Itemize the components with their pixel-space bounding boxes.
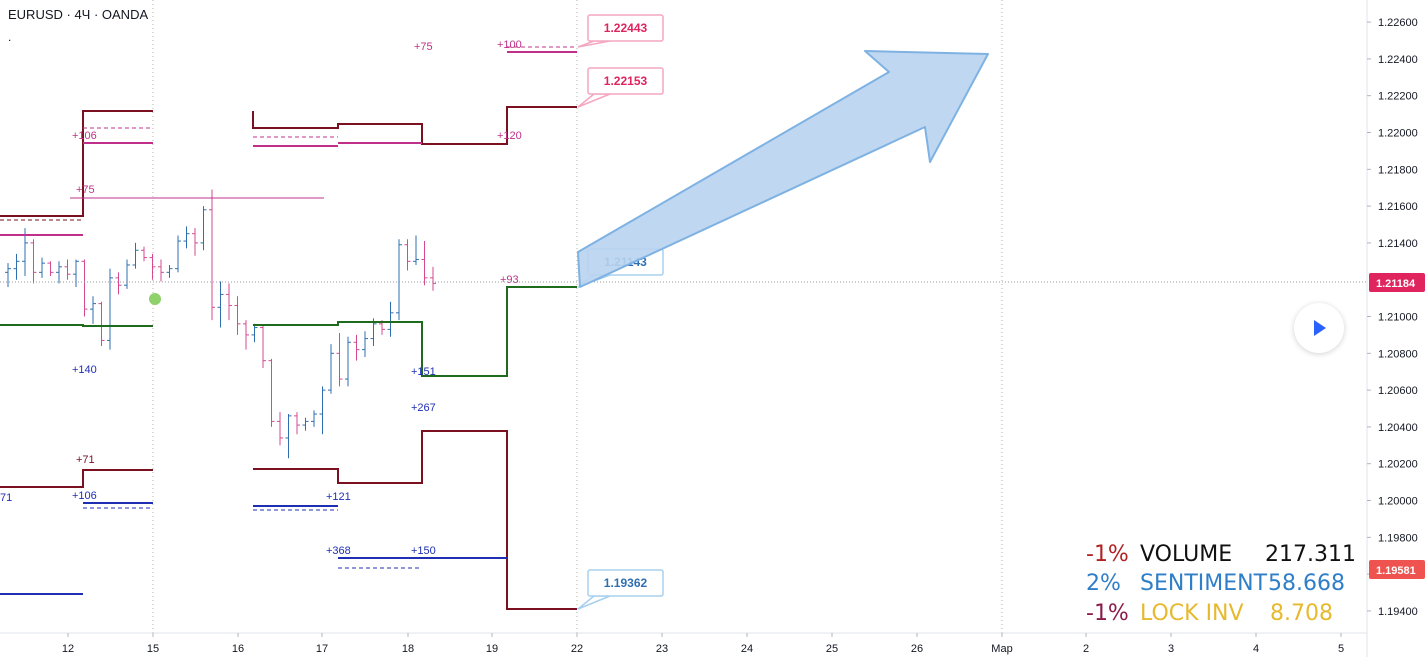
price-level-line <box>252 106 577 145</box>
price-tick-label: 1.20800 <box>1378 348 1418 360</box>
price-tick-label: 1.21000 <box>1378 312 1418 324</box>
time-tick-label: 3 <box>1168 643 1174 655</box>
level-label: +368 <box>326 545 351 557</box>
price-callout: 1.22153 <box>577 67 664 108</box>
symbol-subtitle: . <box>8 30 12 44</box>
play-icon <box>1314 320 1326 336</box>
current-price-badge-bg <box>1369 273 1425 292</box>
price-tick-label: 1.22400 <box>1378 54 1418 66</box>
level-label: +71 <box>76 454 95 466</box>
price-level-line <box>0 469 153 488</box>
price-tick-label: 1.20200 <box>1378 459 1418 471</box>
time-tick-label: 4 <box>1253 643 1259 655</box>
price-tick-label: 1.22000 <box>1378 127 1418 139</box>
price-tick-label: 1.21800 <box>1378 164 1418 176</box>
time-tick-label: 5 <box>1338 643 1344 655</box>
stat-change: -1% <box>1086 542 1129 567</box>
alt-price-badge: 1.19581 <box>1369 560 1425 579</box>
stat-change: 2% <box>1086 571 1121 596</box>
time-tick-label: 23 <box>656 643 668 655</box>
callout-label: 1.22153 <box>604 74 648 88</box>
level-label: +121 <box>326 491 351 503</box>
time-tick-label: 25 <box>826 643 838 655</box>
stat-change: -1% <box>1086 601 1129 626</box>
level-label: +140 <box>72 364 97 376</box>
level-label: +93 <box>500 274 519 286</box>
signal-dot <box>149 293 161 305</box>
symbol-title: EURUSD · 4Ч · OANDA <box>8 7 149 22</box>
level-label: +106 <box>72 490 97 502</box>
price-level-line <box>0 324 153 327</box>
level-label: +151 <box>411 366 436 378</box>
level-label: +150 <box>411 545 436 557</box>
price-tick-label: 1.22600 <box>1378 17 1418 29</box>
stat-label: VOLUME <box>1140 542 1233 567</box>
alt-price-badge-bg <box>1369 560 1425 579</box>
price-tick-label: 1.21600 <box>1378 201 1418 213</box>
price-level-line <box>253 286 577 377</box>
trend-arrow-drawing <box>577 50 989 288</box>
time-tick-label: 18 <box>402 643 414 655</box>
stat-value: 58.668 <box>1268 571 1345 596</box>
price-level-line <box>0 110 153 217</box>
price-callout: 1.22443 <box>577 14 664 48</box>
level-label: +267 <box>411 402 436 414</box>
price-level-line <box>253 430 577 610</box>
current-price-badge: 1.21184 <box>1369 273 1425 292</box>
time-tick-label: Мар <box>991 643 1013 655</box>
price-tick-label: 1.21400 <box>1378 238 1418 250</box>
stat-value: 8.708 <box>1270 601 1333 626</box>
price-tick-label: 1.19800 <box>1378 532 1418 544</box>
alt-price-label: 1.19581 <box>1376 565 1416 577</box>
callout-box <box>587 569 664 597</box>
callout-box <box>587 14 664 42</box>
time-tick-label: 17 <box>316 643 328 655</box>
stat-value: 217.311 <box>1265 542 1356 567</box>
stat-label: LOCK INV <box>1140 601 1244 626</box>
level-label: 71 <box>0 492 12 504</box>
stat-label: SENTIMENT <box>1140 571 1268 596</box>
time-tick-label: 26 <box>911 643 923 655</box>
callout-label: 1.22443 <box>604 21 648 35</box>
level-label: +106 <box>72 130 97 142</box>
price-tick-label: 1.20400 <box>1378 422 1418 434</box>
callout-label: 1.19362 <box>604 576 648 590</box>
level-label: +120 <box>497 130 522 142</box>
price-tick-label: 1.19400 <box>1378 606 1418 618</box>
replay-play-button[interactable] <box>1294 303 1344 353</box>
time-tick-label: 2 <box>1083 643 1089 655</box>
price-tick-label: 1.20600 <box>1378 385 1418 397</box>
time-tick-label: 24 <box>741 643 753 655</box>
time-tick-label: 16 <box>232 643 244 655</box>
time-tick-label: 22 <box>571 643 583 655</box>
level-label: +100 <box>497 39 522 51</box>
price-callout: 1.19362 <box>577 569 664 610</box>
level-label: +75 <box>76 184 95 196</box>
time-tick-label: 15 <box>147 643 159 655</box>
callout-box <box>587 67 664 95</box>
current-price-label: 1.21184 <box>1376 278 1416 290</box>
time-tick-label: 19 <box>486 643 498 655</box>
level-label: +75 <box>414 41 433 53</box>
time-tick-label: 12 <box>62 643 74 655</box>
price-tick-label: 1.20000 <box>1378 496 1418 508</box>
price-tick-label: 1.22200 <box>1378 91 1418 103</box>
